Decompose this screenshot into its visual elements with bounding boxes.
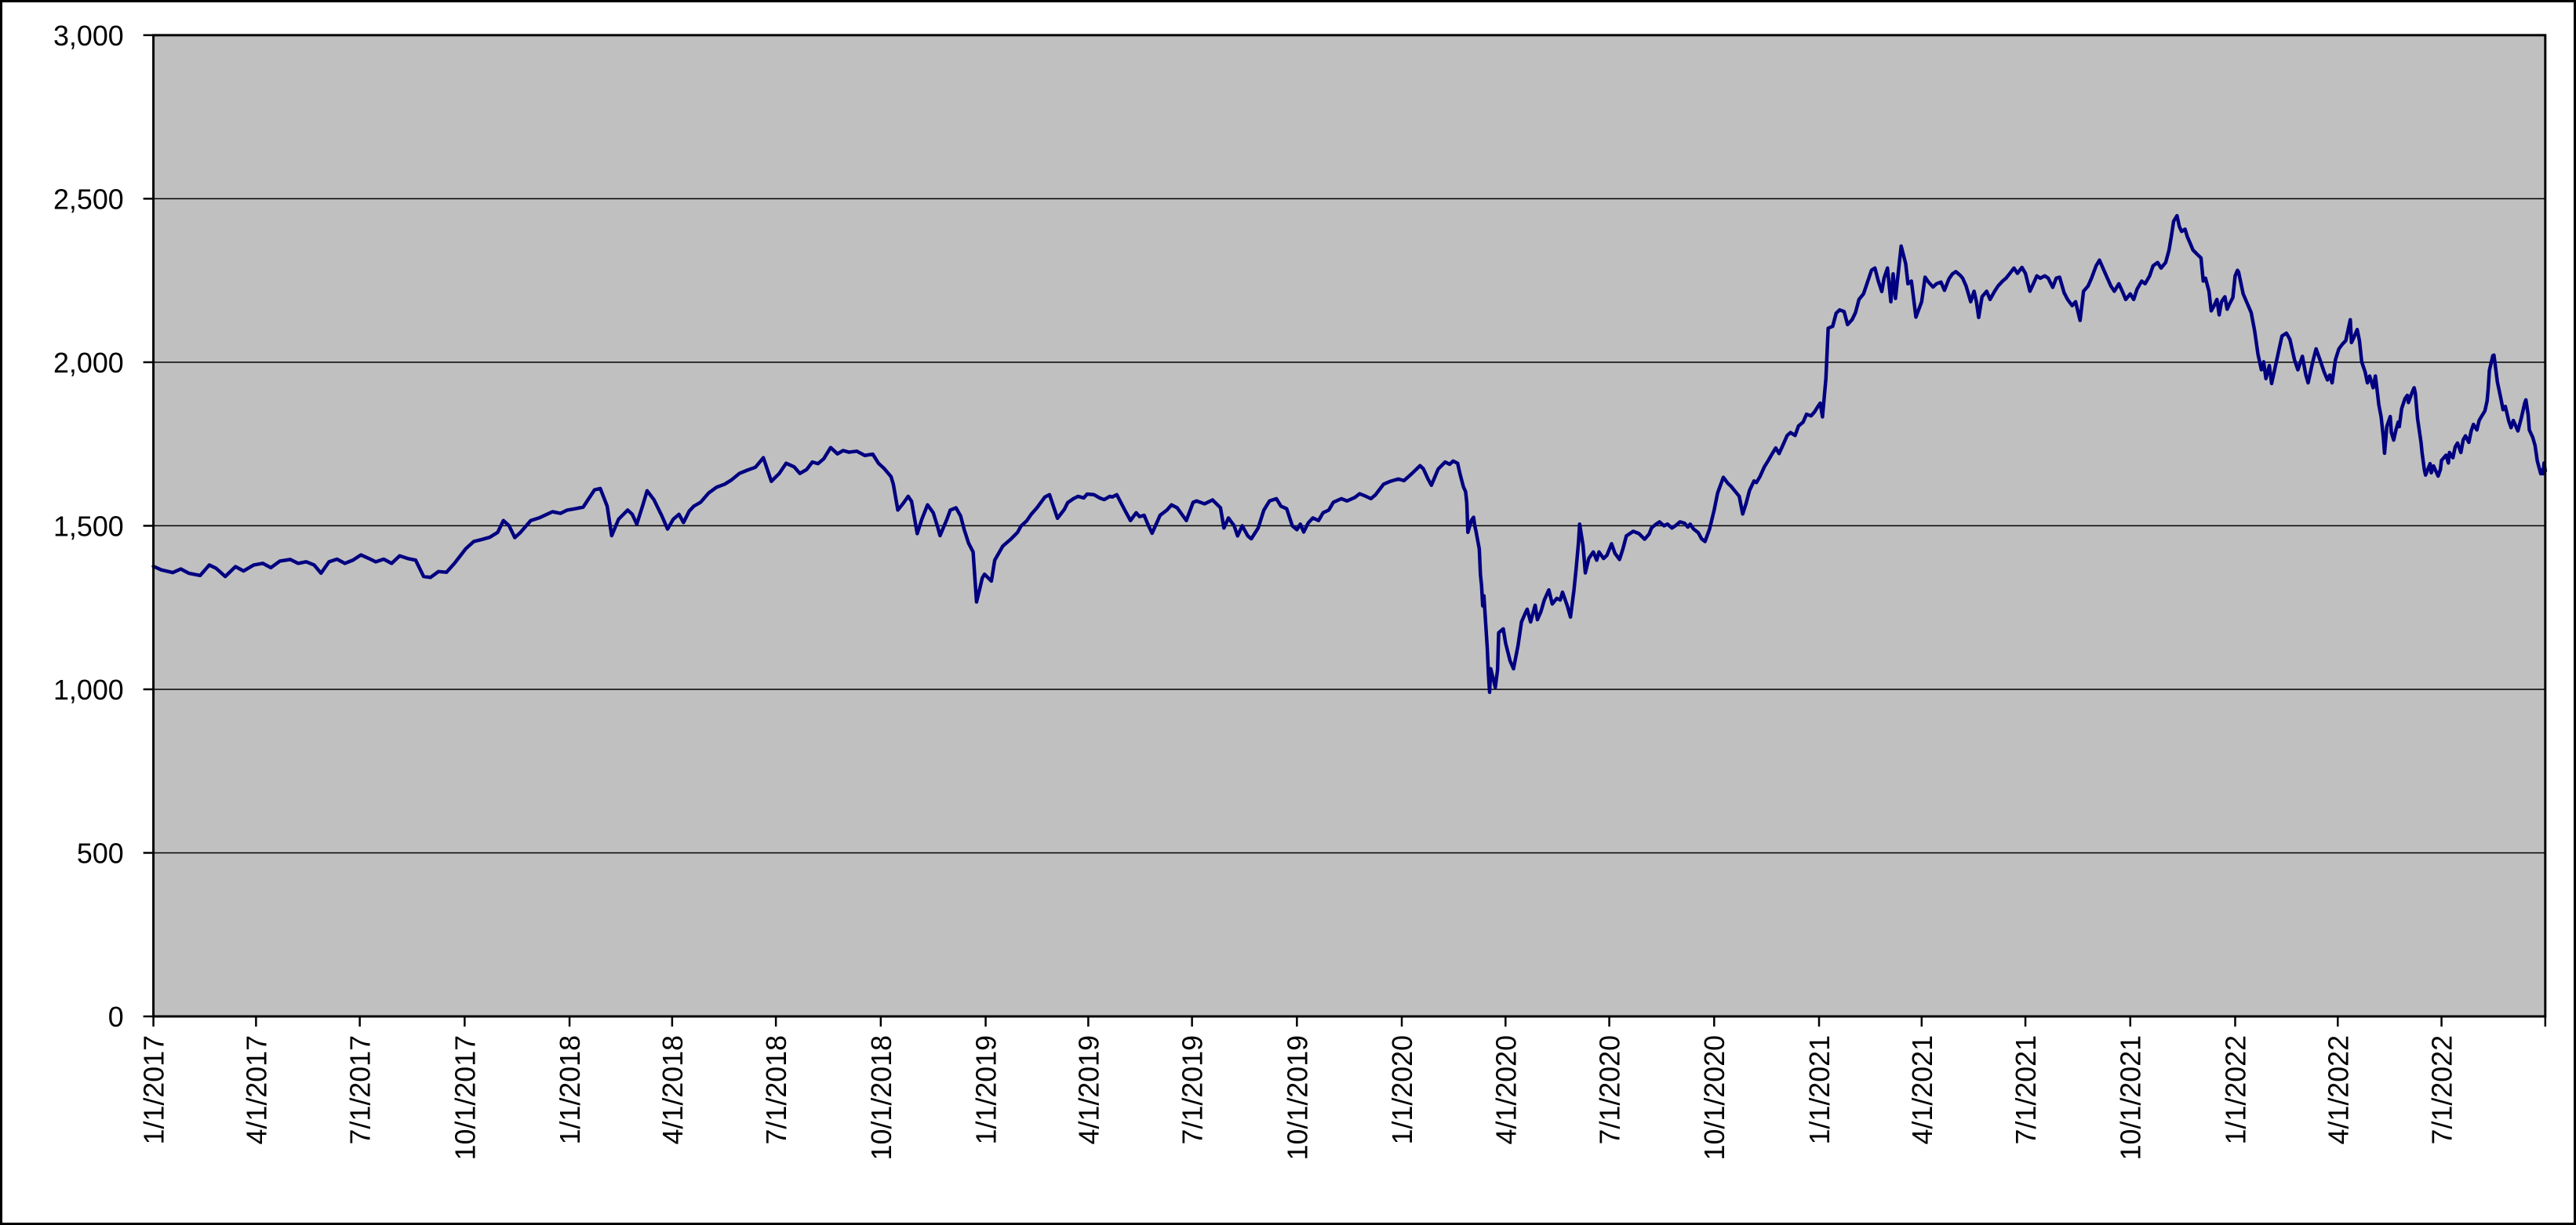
x-axis-label: 1/1/2019 bbox=[971, 1035, 1002, 1145]
price-series-line bbox=[151, 213, 2548, 694]
x-axis-label: 10/1/2018 bbox=[866, 1035, 897, 1161]
x-axis-label: 4/1/2020 bbox=[1490, 1035, 1522, 1145]
y-axis-label: 0 bbox=[108, 1001, 124, 1033]
x-axis-label: 7/1/2022 bbox=[2427, 1035, 2458, 1145]
y-axis-label: 1,500 bbox=[53, 511, 124, 542]
y-axis-label: 2,500 bbox=[53, 184, 124, 215]
x-axis-label: 4/1/2017 bbox=[241, 1035, 272, 1145]
y-axis-label: 2,000 bbox=[53, 347, 124, 379]
x-axis-label: 1/1/2021 bbox=[1804, 1035, 1836, 1145]
x-axis-label: 4/1/2021 bbox=[1907, 1035, 1938, 1145]
x-axis-label: 4/1/2018 bbox=[657, 1035, 689, 1145]
x-axis-label: 10/1/2020 bbox=[1699, 1035, 1730, 1161]
x-axis-label: 1/1/2020 bbox=[1387, 1035, 1418, 1145]
x-axis-label: 7/1/2019 bbox=[1177, 1035, 1209, 1145]
x-axis-label: 1/1/2017 bbox=[139, 1035, 170, 1145]
x-axis-label: 7/1/2017 bbox=[345, 1035, 377, 1145]
x-axis-label: 4/1/2022 bbox=[2323, 1035, 2354, 1145]
y-axis-label: 3,000 bbox=[53, 20, 124, 52]
x-axis-label: 10/1/2021 bbox=[2116, 1035, 2147, 1161]
x-axis-label: 4/1/2019 bbox=[1073, 1035, 1104, 1145]
y-axis-label: 500 bbox=[77, 838, 124, 869]
x-axis-label: 1/1/2018 bbox=[555, 1035, 586, 1145]
x-axis-label: 7/1/2021 bbox=[2010, 1035, 2042, 1145]
y-axis-label: 1,000 bbox=[53, 674, 124, 706]
x-axis-label: 10/1/2019 bbox=[1282, 1035, 1313, 1161]
x-axis-label: 7/1/2020 bbox=[1595, 1035, 1626, 1145]
x-axis-label: 7/1/2018 bbox=[761, 1035, 792, 1145]
x-axis-label: 1/1/2022 bbox=[2220, 1035, 2251, 1145]
x-axis-label: 10/1/2017 bbox=[449, 1035, 481, 1161]
